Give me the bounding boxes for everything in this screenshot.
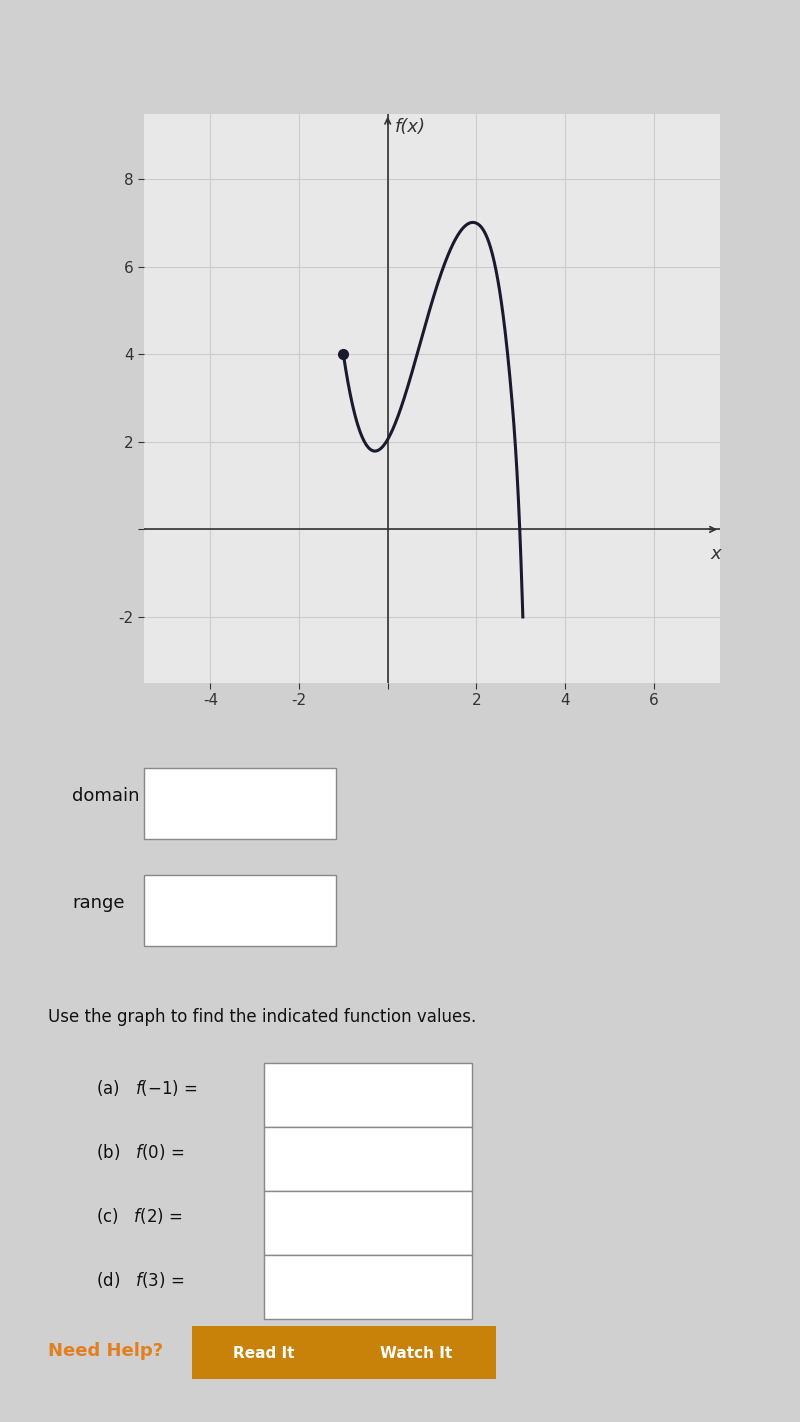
Text: Use the graph to find the indicated function values.: Use the graph to find the indicated func… (48, 1008, 476, 1025)
FancyBboxPatch shape (336, 1325, 496, 1379)
Text: (c)   $f(2)$ =: (c) $f(2)$ = (96, 1206, 182, 1226)
Text: (a)   $f(-1)$ =: (a) $f(-1)$ = (96, 1078, 198, 1098)
Text: domain: domain (72, 788, 139, 805)
Text: Read It: Read It (234, 1345, 294, 1361)
Text: f(x): f(x) (394, 118, 426, 137)
Text: (d)   $f(3)$ =: (d) $f(3)$ = (96, 1270, 184, 1290)
Text: Need Help?: Need Help? (48, 1342, 163, 1359)
Text: (b)   $f(0)$ =: (b) $f(0)$ = (96, 1142, 184, 1162)
FancyBboxPatch shape (264, 1126, 472, 1192)
Text: Watch It: Watch It (380, 1345, 452, 1361)
Text: x: x (710, 545, 721, 563)
FancyBboxPatch shape (144, 875, 336, 946)
FancyBboxPatch shape (264, 1064, 472, 1126)
FancyBboxPatch shape (264, 1254, 472, 1320)
FancyBboxPatch shape (192, 1325, 336, 1379)
Text: range: range (72, 894, 125, 912)
FancyBboxPatch shape (264, 1192, 472, 1256)
FancyBboxPatch shape (144, 768, 336, 839)
